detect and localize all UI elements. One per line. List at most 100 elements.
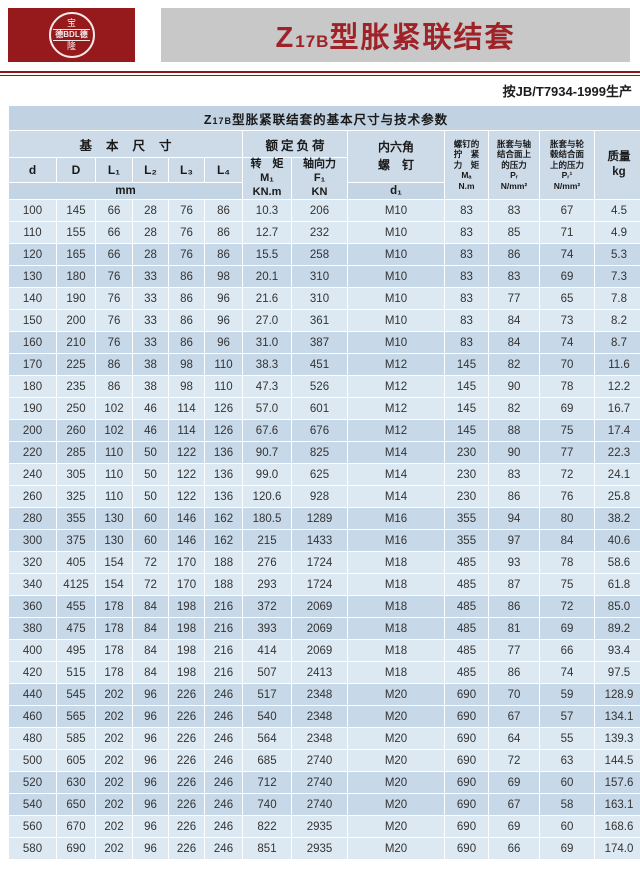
cell-L3: 226 bbox=[169, 728, 204, 750]
header-L3: L₃ bbox=[169, 158, 204, 182]
cell-screw: M20 bbox=[348, 706, 444, 728]
cell-shaft-pressure: 84 bbox=[489, 332, 539, 354]
cell-shaft-pressure: 87 bbox=[489, 574, 539, 596]
cell-screw: M10 bbox=[348, 266, 444, 288]
cell-axial-force: 2348 bbox=[292, 706, 347, 728]
cell-L4: 86 bbox=[205, 244, 242, 266]
cell-L2: 28 bbox=[133, 244, 168, 266]
table-row: 180 235 86 38 98 110 47.3 526 M12 145 90 78 12.2 bbox=[9, 376, 640, 398]
cell-L4: 126 bbox=[205, 398, 242, 420]
cell-torque: 540 bbox=[243, 706, 291, 728]
cell-d: 400 bbox=[9, 640, 56, 662]
table-title-prefix: Z bbox=[203, 112, 213, 127]
product-title: Z17B型胀紧联结套 bbox=[276, 14, 516, 56]
cell-torque: 393 bbox=[243, 618, 291, 640]
product-title-suffix: 型胀紧联结套 bbox=[329, 22, 516, 54]
cell-hub-pressure: 72 bbox=[540, 596, 594, 618]
cell-mass: 8.2 bbox=[595, 310, 640, 332]
cell-tightening-torque: 690 bbox=[445, 816, 488, 838]
cell-L3: 76 bbox=[169, 200, 204, 222]
cell-d: 500 bbox=[9, 750, 56, 772]
company-seal-icon: 宝 德BDL德 隆 bbox=[48, 12, 95, 58]
cell-D: 545 bbox=[57, 684, 95, 706]
cell-tightening-torque: 355 bbox=[445, 508, 488, 530]
cell-torque: 712 bbox=[243, 772, 291, 794]
header-mass: 质量 kg bbox=[595, 131, 640, 200]
cell-hub-pressure: 74 bbox=[540, 662, 594, 684]
cell-D: 605 bbox=[57, 750, 95, 772]
cell-mass: 24.1 bbox=[595, 464, 640, 486]
cell-d: 120 bbox=[9, 244, 56, 266]
cell-d: 280 bbox=[9, 508, 56, 530]
cell-screw: M10 bbox=[348, 244, 444, 266]
cell-L4: 96 bbox=[205, 310, 242, 332]
cell-D: 155 bbox=[57, 222, 95, 244]
cell-hub-pressure: 72 bbox=[540, 464, 594, 486]
cell-d: 340 bbox=[9, 574, 56, 596]
table-row: 160 210 76 33 86 96 31.0 387 M10 83 84 74 8.7 bbox=[9, 332, 640, 354]
table-row: 220 285 110 50 122 136 90.7 825 M14 230 90 77 22.3 bbox=[9, 442, 640, 464]
cell-screw: M12 bbox=[348, 376, 444, 398]
cell-L3: 86 bbox=[169, 332, 204, 354]
cell-tightening-torque: 83 bbox=[445, 288, 488, 310]
divider-thick-line bbox=[0, 71, 640, 73]
cell-shaft-pressure: 90 bbox=[489, 376, 539, 398]
cell-torque: 372 bbox=[243, 596, 291, 618]
cell-L4: 96 bbox=[205, 332, 242, 354]
logo-text-middle: 德BDL德 bbox=[53, 29, 90, 41]
cell-torque: 517 bbox=[243, 684, 291, 706]
cell-tightening-torque: 230 bbox=[445, 464, 488, 486]
cell-tightening-torque: 690 bbox=[445, 750, 488, 772]
cell-mass: 85.0 bbox=[595, 596, 640, 618]
cell-L3: 76 bbox=[169, 222, 204, 244]
cell-tightening-torque: 83 bbox=[445, 310, 488, 332]
cell-L3: 170 bbox=[169, 574, 204, 596]
cell-hub-pressure: 65 bbox=[540, 288, 594, 310]
cell-L1: 154 bbox=[96, 574, 132, 596]
cell-axial-force: 1433 bbox=[292, 530, 347, 552]
cell-shaft-pressure: 77 bbox=[489, 640, 539, 662]
cell-L1: 102 bbox=[96, 420, 132, 442]
cell-screw: M16 bbox=[348, 530, 444, 552]
cell-L1: 66 bbox=[96, 222, 132, 244]
cell-L1: 202 bbox=[96, 684, 132, 706]
cell-mass: 4.9 bbox=[595, 222, 640, 244]
cell-shaft-pressure: 86 bbox=[489, 662, 539, 684]
cell-mass: 139.3 bbox=[595, 728, 640, 750]
cell-d: 540 bbox=[9, 794, 56, 816]
cell-shaft-pressure: 81 bbox=[489, 618, 539, 640]
cell-L2: 50 bbox=[133, 464, 168, 486]
cell-L3: 198 bbox=[169, 618, 204, 640]
table-body: 100 145 66 28 76 86 10.3 206 M10 83 83 67 4.5 110 155 6… bbox=[9, 200, 640, 860]
cell-D: 4125 bbox=[57, 574, 95, 596]
cell-mass: 163.1 bbox=[595, 794, 640, 816]
cell-L2: 28 bbox=[133, 222, 168, 244]
cell-D: 325 bbox=[57, 486, 95, 508]
cell-d: 180 bbox=[9, 376, 56, 398]
cell-axial-force: 1724 bbox=[292, 552, 347, 574]
cell-mass: 38.2 bbox=[595, 508, 640, 530]
cell-D: 250 bbox=[57, 398, 95, 420]
cell-axial-force: 526 bbox=[292, 376, 347, 398]
cell-d: 190 bbox=[9, 398, 56, 420]
cell-d: 560 bbox=[9, 816, 56, 838]
cell-hub-pressure: 78 bbox=[540, 552, 594, 574]
cell-axial-force: 361 bbox=[292, 310, 347, 332]
cell-L2: 84 bbox=[133, 640, 168, 662]
cell-L1: 110 bbox=[96, 486, 132, 508]
cell-torque: 15.5 bbox=[243, 244, 291, 266]
cell-D: 585 bbox=[57, 728, 95, 750]
product-title-model: 17B bbox=[295, 32, 330, 51]
cell-L2: 60 bbox=[133, 530, 168, 552]
cell-mass: 174.0 bbox=[595, 838, 640, 860]
cell-torque: 180.5 bbox=[243, 508, 291, 530]
cell-axial-force: 206 bbox=[292, 200, 347, 222]
cell-L2: 33 bbox=[133, 310, 168, 332]
cell-D: 285 bbox=[57, 442, 95, 464]
cell-hub-pressure: 60 bbox=[540, 816, 594, 838]
cell-D: 405 bbox=[57, 552, 95, 574]
cell-L2: 60 bbox=[133, 508, 168, 530]
header-tightening-torque: 螺钉的 拧 紧 力 矩 Mₐ N.m bbox=[445, 131, 488, 200]
cell-L1: 102 bbox=[96, 398, 132, 420]
cell-screw: M20 bbox=[348, 794, 444, 816]
